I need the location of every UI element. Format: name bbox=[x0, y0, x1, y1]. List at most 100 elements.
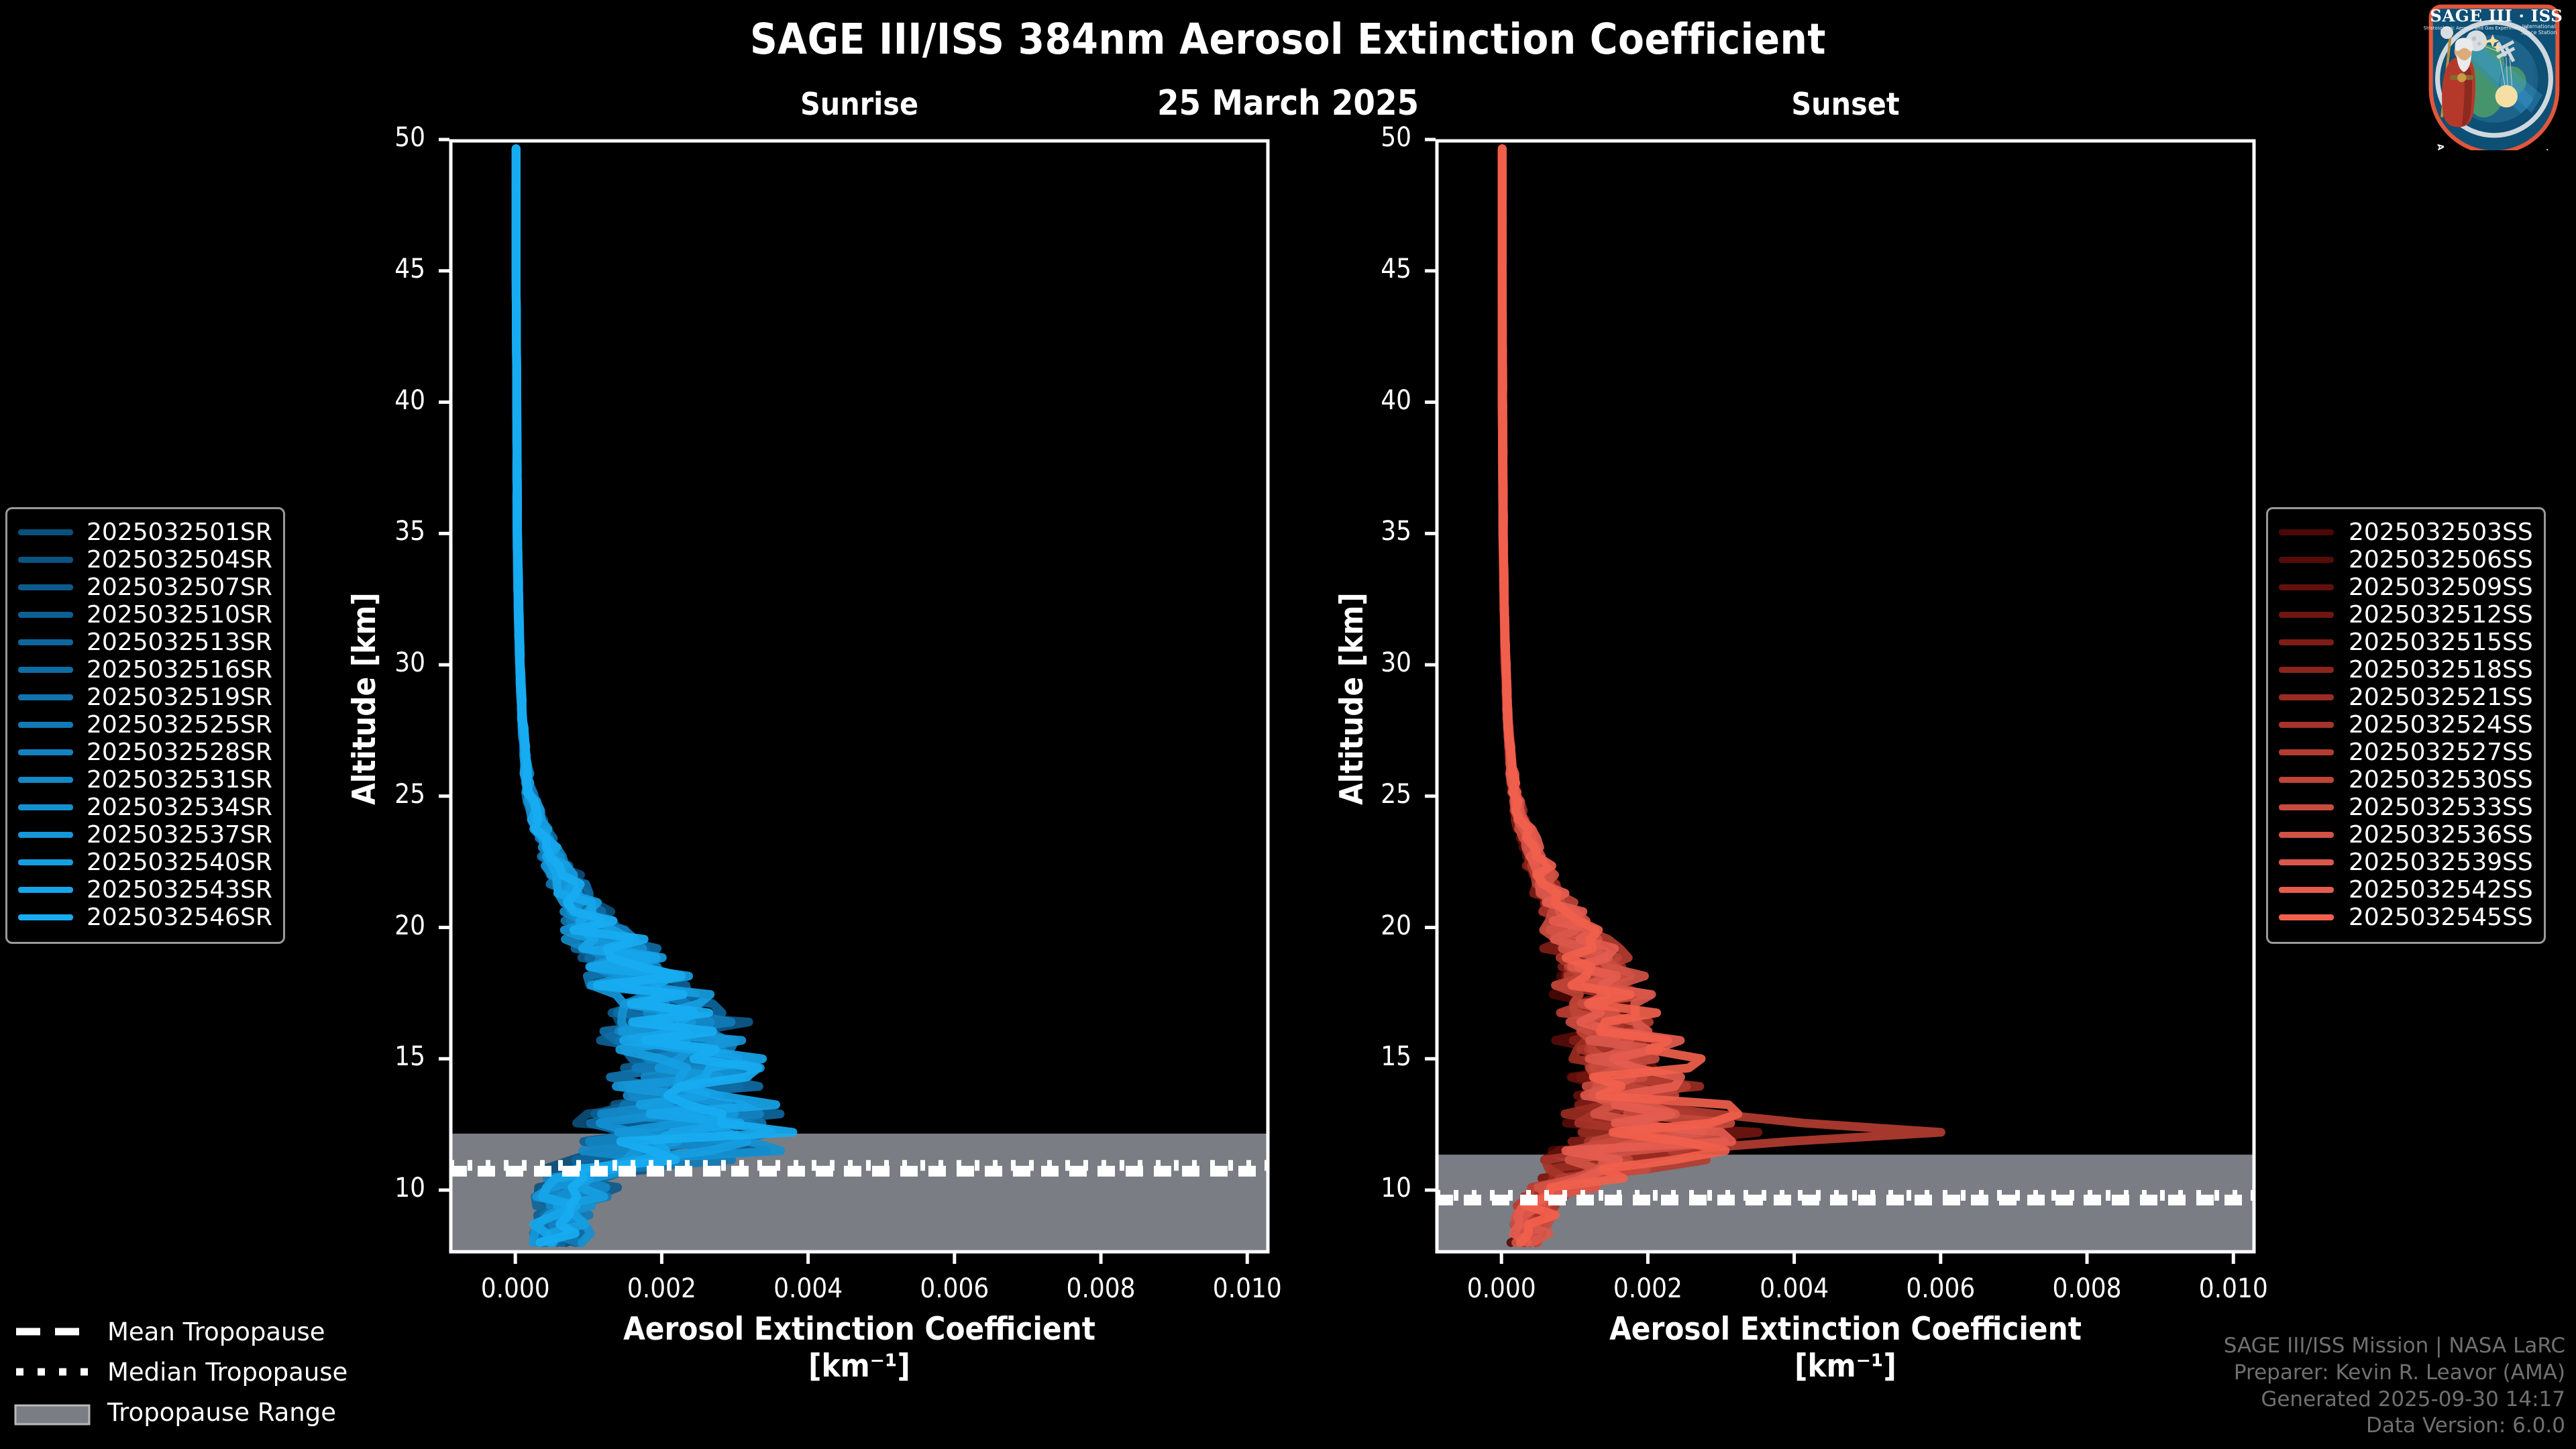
legend-item[interactable]: 2025032534SR bbox=[18, 794, 272, 821]
iss-icon bbox=[2496, 40, 2516, 62]
legend-item[interactable]: 2025032512SS bbox=[2279, 601, 2533, 629]
legend-item[interactable]: 2025032540SR bbox=[18, 849, 272, 876]
legend-item[interactable]: 2025032525SR bbox=[18, 711, 272, 739]
legend-item[interactable]: 2025032530SS bbox=[2279, 766, 2533, 794]
legend-item-label: 2025032531SR bbox=[87, 766, 272, 794]
y-tick-label: 50 bbox=[1381, 122, 1411, 153]
legend-item[interactable]: 2025032519SR bbox=[18, 684, 272, 711]
legend-item-label: 2025032542SS bbox=[2349, 876, 2533, 904]
x-tick-label: 0.004 bbox=[1760, 1273, 1829, 1304]
legend-item[interactable]: 2025032509SS bbox=[2279, 574, 2533, 601]
legend-item-label: 2025032536SS bbox=[2349, 821, 2533, 849]
legend-item[interactable]: 2025032504SR bbox=[18, 546, 272, 574]
legend-item-label: 2025032513SR bbox=[87, 629, 272, 656]
legend-item[interactable]: 2025032524SS bbox=[2279, 711, 2533, 739]
legend-color-swatch bbox=[18, 914, 73, 920]
tropopause-legend: Mean Tropopause Median Tropopause Tropop… bbox=[13, 1311, 347, 1432]
legend-color-swatch bbox=[18, 639, 73, 645]
legend-item[interactable]: 2025032545SS bbox=[2279, 904, 2533, 931]
legend-item[interactable]: 2025032542SS bbox=[2279, 876, 2533, 904]
robed-figure-icon bbox=[2440, 26, 2476, 127]
legend-color-swatch bbox=[2279, 887, 2334, 893]
legend-color-swatch bbox=[2279, 722, 2334, 728]
legend-sunset[interactable]: 2025032503SS 2025032506SS 2025032509SS 2025… bbox=[2266, 507, 2546, 944]
legend-item[interactable]: 2025032515SS bbox=[2279, 629, 2533, 656]
legend-item[interactable]: 2025032507SR bbox=[18, 574, 272, 601]
x-tick-label: 0.006 bbox=[920, 1273, 989, 1304]
legend-color-swatch bbox=[2279, 612, 2334, 618]
logo-subtitle-left: Stratospheric Aerosol and Gas Experiment… bbox=[2424, 25, 2528, 31]
legend-item-label: 2025032501SR bbox=[87, 519, 272, 546]
legend-color-swatch bbox=[2279, 557, 2334, 563]
y-tick-label: 20 bbox=[1381, 910, 1411, 941]
legend-item[interactable]: 2025032518SS bbox=[2279, 656, 2533, 684]
legend-item-label: 2025032518SS bbox=[2349, 656, 2533, 684]
legend-item[interactable]: 2025032527SS bbox=[2279, 739, 2533, 766]
plot-frame bbox=[449, 139, 1270, 1254]
legend-item[interactable]: 2025032501SR bbox=[18, 519, 272, 546]
y-tick-label: 10 bbox=[394, 1173, 425, 1204]
dotted-line-icon bbox=[13, 1363, 94, 1381]
legend-item[interactable]: 2025032510SR bbox=[18, 601, 272, 629]
x-tick-label: 0.006 bbox=[1906, 1273, 1976, 1304]
legend-color-swatch bbox=[2279, 749, 2334, 755]
legend-item[interactable]: 2025032513SR bbox=[18, 629, 272, 656]
legend-color-swatch bbox=[18, 667, 73, 673]
y-tick-label: 10 bbox=[1381, 1173, 1411, 1204]
sun-icon bbox=[2495, 85, 2518, 108]
legend-item[interactable]: 2025032536SS bbox=[2279, 821, 2533, 849]
legend-sunrise[interactable]: 2025032501SR 2025032504SR 2025032507SR 2025… bbox=[5, 507, 285, 944]
legend-item[interactable]: 2025032531SR bbox=[18, 766, 272, 794]
legend-item[interactable]: 2025032539SS bbox=[2279, 849, 2533, 876]
y-tick-label: 45 bbox=[1381, 253, 1411, 284]
legend-item-label: 2025032503SS bbox=[2349, 519, 2533, 546]
legend-item-label: 2025032543SR bbox=[87, 876, 272, 904]
legend-color-swatch bbox=[18, 887, 73, 893]
legend-color-swatch bbox=[18, 694, 73, 700]
y-tick-label: 40 bbox=[394, 384, 425, 416]
legend-color-swatch bbox=[18, 777, 73, 783]
legend-item[interactable]: 2025032537SR bbox=[18, 821, 272, 849]
legend-label-range: Tropopause Range bbox=[107, 1397, 337, 1427]
legend-item-label: 2025032504SR bbox=[87, 546, 272, 574]
legend-item-label: 2025032512SS bbox=[2349, 601, 2533, 629]
legend-item[interactable]: 2025032528SR bbox=[18, 739, 272, 766]
y-tick-label: 15 bbox=[394, 1041, 425, 1073]
legend-color-swatch bbox=[2279, 639, 2334, 645]
x-axis-label-sunrise: Aerosol Extinction Coefficient [km⁻¹] bbox=[449, 1311, 1269, 1385]
legend-item-label: 2025032534SR bbox=[87, 794, 272, 821]
y-tick-label: 30 bbox=[1381, 647, 1411, 679]
legend-color-swatch bbox=[18, 584, 73, 590]
legend-item[interactable]: 2025032533SS bbox=[2279, 794, 2533, 821]
panel-heading-sunrise: Sunrise bbox=[800, 86, 919, 122]
legend-color-swatch bbox=[18, 804, 73, 810]
legend-color-swatch bbox=[18, 859, 73, 865]
legend-item[interactable]: 2025032521SS bbox=[2279, 684, 2533, 711]
x-tick-label: 0.002 bbox=[627, 1273, 696, 1304]
y-axis-label-sunrise: Altitude [km] bbox=[346, 592, 383, 805]
legend-item-label: 2025032506SS bbox=[2349, 546, 2533, 574]
legend-color-swatch bbox=[2279, 832, 2334, 838]
x-tick-label: 0.008 bbox=[1066, 1273, 1136, 1304]
patch-ring bbox=[2435, 19, 2553, 138]
legend-item[interactable]: 2025032503SS bbox=[2279, 519, 2533, 546]
legend-item[interactable]: 2025032546SR bbox=[18, 904, 272, 931]
y-tick-label: 25 bbox=[1381, 778, 1411, 810]
legend-item-label: 2025032515SS bbox=[2349, 629, 2533, 656]
legend-item-label: 2025032546SR bbox=[87, 904, 272, 931]
legend-item-tropopause-range: Tropopause Range bbox=[13, 1392, 347, 1432]
y-tick-label: 30 bbox=[394, 647, 425, 679]
legend-item-label: 2025032507SR bbox=[87, 574, 272, 601]
logo-title: SAGE III · ISS bbox=[2430, 6, 2563, 25]
legend-item[interactable]: 2025032506SS bbox=[2279, 546, 2533, 574]
legend-item-label: 2025032545SS bbox=[2349, 904, 2533, 931]
x-tick-label: 0.008 bbox=[2052, 1273, 2122, 1304]
y-tick-label: 20 bbox=[394, 910, 425, 941]
legend-item[interactable]: 2025032543SR bbox=[18, 876, 272, 904]
legend-item-label: 2025032539SS bbox=[2349, 849, 2533, 876]
legend-item-label: 2025032537SR bbox=[87, 821, 272, 849]
x-tick-label: 0.004 bbox=[773, 1273, 843, 1304]
legend-item[interactable]: 2025032516SR bbox=[18, 656, 272, 684]
x-tick-label: 0.000 bbox=[1466, 1273, 1536, 1304]
plot-sunset bbox=[1425, 138, 2256, 1264]
